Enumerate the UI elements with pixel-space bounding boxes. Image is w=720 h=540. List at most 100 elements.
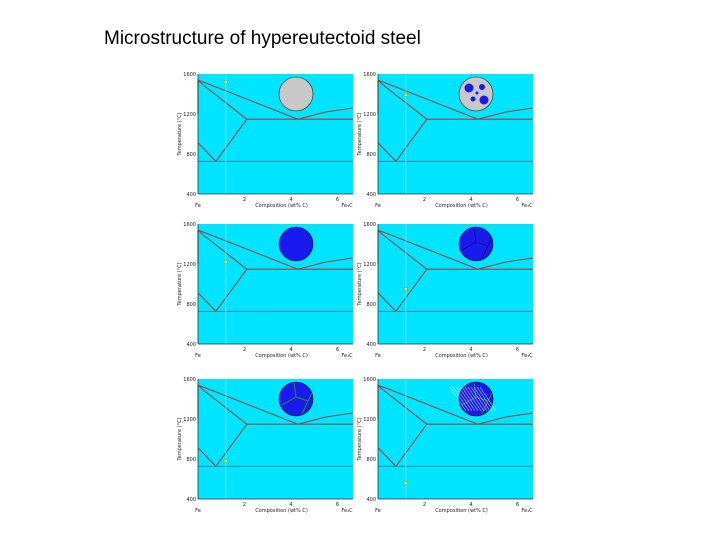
x-right-label: Fe₃C [341, 508, 353, 513]
grain-boundary [281, 396, 297, 406]
y-tick-label: 400 [186, 497, 196, 503]
grain-boundary [487, 237, 493, 247]
y-tick-label: 400 [186, 192, 196, 198]
y-tick-label: 1200 [183, 262, 196, 268]
x-tick-label: 6 [336, 197, 339, 203]
state-marker [404, 481, 408, 485]
y-tick-label: 800 [186, 457, 196, 463]
solidus-line [377, 229, 428, 270]
x-tick-label: 2 [243, 347, 246, 353]
x-axis-label: Composition (wt% C) [255, 203, 308, 208]
x-tick-label: 6 [336, 347, 339, 353]
x-left-label: Fe [375, 508, 381, 513]
pearlite-lamella [461, 386, 479, 412]
y-tick-label: 800 [186, 152, 196, 158]
grain-boundary [473, 227, 477, 243]
grain-boundary [461, 241, 477, 251]
solidus-line [197, 229, 248, 270]
grain-boundary [293, 382, 297, 398]
liquidus-line [197, 79, 299, 120]
diagram-panel-5: 1600 1200 800 400 2 4 6 Fe Fe₃C Composition (wt% … [170, 375, 355, 513]
liquidus-line-right [297, 412, 354, 425]
pearlite-lamella [464, 386, 482, 412]
liquidus-line-right [297, 107, 354, 120]
grain-boundary [301, 400, 309, 415]
diagram-panel-2: 1600 1200 800 400 2 4 6 Fe Fe₃C Composition (wt% … [350, 70, 535, 208]
y-tick-label: 1600 [363, 222, 376, 228]
x-tick-label: 2 [423, 502, 426, 508]
pearlite-lamella [455, 386, 473, 412]
x-left-label: Fe [195, 353, 201, 358]
microstructure-circle [278, 226, 314, 262]
x-tick-label: 2 [243, 197, 246, 203]
pearlite-lamella [476, 386, 494, 412]
y-tick-label: 400 [186, 342, 196, 348]
solidus-line [377, 384, 428, 425]
phase-diagram-svg: 1600 1200 800 400 2 4 6 Fe Fe₃C Composition (wt% … [177, 377, 354, 513]
pearlite-lamella [452, 386, 470, 412]
plot-area [198, 74, 353, 194]
phase-diagram-svg: 1600 1200 800 400 2 4 6 Fe Fe₃C Composition (wt% … [357, 72, 534, 208]
x-tick-label: 2 [423, 347, 426, 353]
y-tick-label: 1600 [363, 377, 376, 383]
plot-area [198, 224, 353, 344]
y-axis-label: Temperature (°C) [177, 417, 183, 461]
plot-area [198, 379, 353, 499]
x-tick-label: 6 [516, 502, 519, 508]
y-tick-label: 800 [366, 152, 376, 158]
state-marker [404, 287, 408, 291]
y-tick-label: 1200 [363, 112, 376, 118]
solidus-line [377, 79, 428, 120]
liquidus-line-right [297, 257, 354, 270]
y-tick-label: 800 [366, 302, 376, 308]
x-left-label: Fe [375, 353, 381, 358]
x-axis-label: Composition (wt% C) [255, 353, 308, 358]
x-tick-label: 4 [289, 197, 292, 203]
x-tick-label: 2 [243, 502, 246, 508]
diagram-panel-4: 1600 1200 800 400 2 4 6 Fe Fe₃C Composition (wt% … [350, 220, 535, 358]
x-left-label: Fe [375, 203, 381, 208]
microstructure-circle [449, 381, 497, 417]
x-right-label: Fe₃C [341, 203, 353, 208]
x-tick-label: 4 [469, 347, 472, 353]
y-axis-label: Temperature (°C) [177, 262, 183, 306]
pearlite-lamella [458, 386, 476, 412]
phase-diagram-svg: 1600 1200 800 400 2 4 6 Fe Fe₃C Composition (wt% … [357, 377, 533, 513]
austenite-nucleus [479, 84, 485, 90]
state-marker [224, 260, 228, 264]
liquidus-line [197, 229, 299, 270]
y-tick-label: 800 [366, 457, 376, 463]
x-right-label: Fe₃C [341, 353, 353, 358]
x-right-label: Fe₃C [521, 353, 533, 358]
y-tick-label: 1200 [183, 417, 196, 423]
liquidus-line [377, 79, 479, 120]
state-marker [224, 459, 228, 463]
pearlite-lamella [467, 386, 485, 412]
y-axis-label: Temperature (°C) [357, 417, 363, 461]
y-tick-label: 1600 [363, 72, 376, 78]
grain-outline [458, 381, 494, 417]
page-title: Microstructure of hypereutectoid steel [104, 28, 421, 49]
austenite-nucleus [464, 83, 474, 93]
x-axis-label: Composition (wt% C) [255, 508, 308, 513]
diagram-panel-3: 1600 1200 800 400 2 4 6 Fe Fe₃C Composition (wt% … [170, 220, 355, 358]
liquidus-line [197, 384, 299, 425]
x-axis-label: Composition (wt% C) [435, 203, 488, 208]
y-tick-label: 1200 [363, 262, 376, 268]
austenite-grain [458, 226, 494, 262]
microstructure-circle [278, 381, 314, 417]
liquidus-line [377, 384, 479, 425]
x-right-label: Fe₃C [521, 203, 533, 208]
liquidus-line-right [477, 107, 534, 120]
phase-diagram-svg: 1600 1200 800 400 2 4 6 Fe Fe₃C Composition (wt% … [177, 72, 354, 208]
y-tick-label: 400 [366, 342, 376, 348]
solidus-line [197, 79, 248, 120]
y-axis-label: Temperature (°C) [357, 112, 363, 156]
x-tick-label: 4 [289, 502, 292, 508]
y-axis-label: Temperature (°C) [357, 262, 363, 306]
grain-boundary [481, 245, 489, 260]
austenite-grain [278, 226, 314, 262]
x-tick-label: 4 [289, 347, 292, 353]
x-right-label: Fe₃C [521, 508, 533, 513]
plot-area [378, 224, 533, 344]
